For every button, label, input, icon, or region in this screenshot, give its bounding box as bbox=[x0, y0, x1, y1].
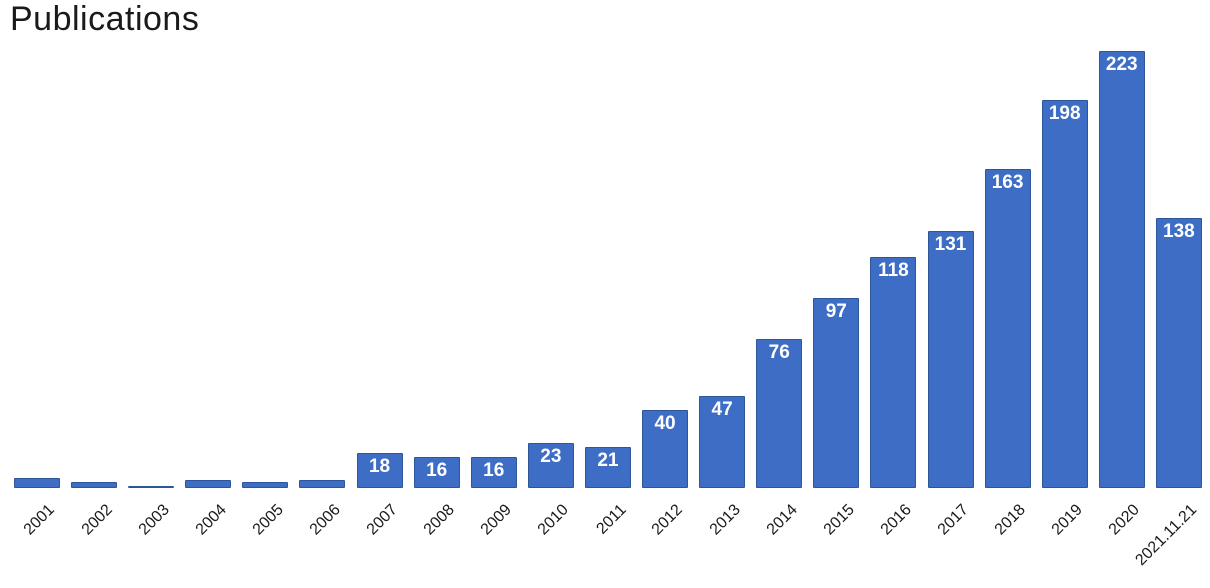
bar: 198 bbox=[1041, 99, 1088, 488]
x-axis-tick-label: 2014 bbox=[763, 501, 801, 539]
bar bbox=[242, 482, 289, 488]
x-axis-tick-label: 2013 bbox=[706, 501, 744, 539]
bar-column: 2005 bbox=[242, 482, 289, 538]
bar-column: 2002 bbox=[71, 482, 118, 538]
bar: 163 bbox=[984, 168, 1031, 488]
bar bbox=[185, 480, 232, 488]
bar: 16 bbox=[413, 456, 460, 488]
bar-value-label: 76 bbox=[768, 342, 790, 363]
bar-value-label: 21 bbox=[597, 449, 619, 471]
x-axis-tick-label: 2009 bbox=[477, 501, 516, 539]
bar-column: 2001 bbox=[14, 478, 60, 538]
bar-value-label: 138 bbox=[1163, 220, 1195, 242]
bar-column: 118 2016 bbox=[870, 256, 917, 538]
bar-column: 40 2012 bbox=[642, 409, 689, 538]
bar-column: 21 2011 bbox=[584, 446, 631, 538]
bar-column: 16 2008 bbox=[413, 456, 460, 538]
bar-column: 18 2007 bbox=[356, 452, 403, 538]
bar: 223 bbox=[1098, 50, 1145, 488]
x-axis-tick-label: 2010 bbox=[534, 501, 573, 539]
bar-value-label: 118 bbox=[878, 259, 909, 281]
bar-value-label: 198 bbox=[1048, 102, 1081, 124]
bar: 47 bbox=[699, 395, 746, 488]
bar bbox=[71, 482, 118, 488]
x-axis-tick-label: 2015 bbox=[820, 501, 858, 539]
bar-value-label: 163 bbox=[991, 171, 1024, 193]
bar-column: 2006 bbox=[299, 480, 346, 538]
bar-column: 47 2013 bbox=[699, 395, 746, 538]
bar-value-label: 18 bbox=[368, 455, 391, 477]
bar: 16 bbox=[470, 456, 517, 488]
bar-value-label: 16 bbox=[483, 459, 505, 481]
bar-value-label: 223 bbox=[1105, 53, 1138, 75]
bar-value-label: 40 bbox=[654, 412, 676, 434]
x-axis-tick-label: 2006 bbox=[306, 501, 344, 539]
bar-column: 23 2010 bbox=[527, 442, 574, 538]
bar-column: 198 2019 bbox=[1041, 99, 1088, 538]
bar-column: 16 2009 bbox=[470, 456, 517, 538]
bar-column: 138 2021.11.21 bbox=[1132, 217, 1202, 569]
bar-column: 2004 bbox=[185, 480, 232, 538]
x-axis-tick-label: 2002 bbox=[78, 501, 116, 539]
x-axis-tick-label: 2020 bbox=[1105, 501, 1144, 539]
chart-title: Publications bbox=[10, 0, 200, 38]
bar: 118 bbox=[870, 256, 917, 488]
bar-column: 131 2017 bbox=[927, 231, 974, 538]
x-axis-tick-label: 2016 bbox=[877, 501, 915, 539]
x-axis-tick-label: 2003 bbox=[135, 501, 173, 539]
x-axis-tick-label: 2008 bbox=[420, 501, 458, 539]
bar-column: 2003 bbox=[128, 486, 175, 538]
bar: 76 bbox=[756, 339, 803, 488]
bar bbox=[14, 478, 60, 488]
x-axis-tick-label: 2004 bbox=[192, 501, 230, 539]
bar bbox=[299, 480, 346, 488]
bar-value-label: 131 bbox=[934, 234, 967, 256]
x-axis-tick-label: 2007 bbox=[363, 501, 401, 539]
x-axis-tick-label: 2001 bbox=[21, 501, 59, 539]
x-axis-tick-label: 2011 bbox=[592, 501, 630, 538]
bar-value-label: 23 bbox=[540, 445, 562, 467]
bar: 40 bbox=[642, 409, 689, 488]
x-axis-tick-label: 2019 bbox=[1048, 501, 1087, 539]
x-axis-tick-label: 2018 bbox=[991, 501, 1029, 539]
bar: 18 bbox=[356, 452, 403, 488]
bar: 23 bbox=[527, 442, 574, 488]
x-axis-tick-label: 2005 bbox=[249, 501, 287, 539]
bar bbox=[128, 486, 175, 488]
bar: 97 bbox=[813, 297, 860, 488]
bar-column: 223 2020 bbox=[1098, 50, 1145, 538]
bar: 138 bbox=[1155, 217, 1202, 488]
bar-column: 97 2015 bbox=[813, 297, 860, 538]
bar-value-label: 16 bbox=[426, 459, 448, 481]
bar-value-label: 47 bbox=[711, 398, 733, 420]
bar: 131 bbox=[927, 231, 974, 488]
bar-column: 76 2014 bbox=[756, 339, 803, 538]
bar-value-label: 97 bbox=[825, 300, 847, 322]
x-axis-tick-label: 2017 bbox=[934, 501, 972, 539]
x-axis-tick-label: 2012 bbox=[649, 501, 687, 539]
bar-chart-plot-area: 2001 2002 2003 2004 2005 2006 18 bbox=[14, 0, 1202, 569]
bar-column: 163 2018 bbox=[984, 168, 1031, 538]
bar: 21 bbox=[584, 446, 631, 488]
